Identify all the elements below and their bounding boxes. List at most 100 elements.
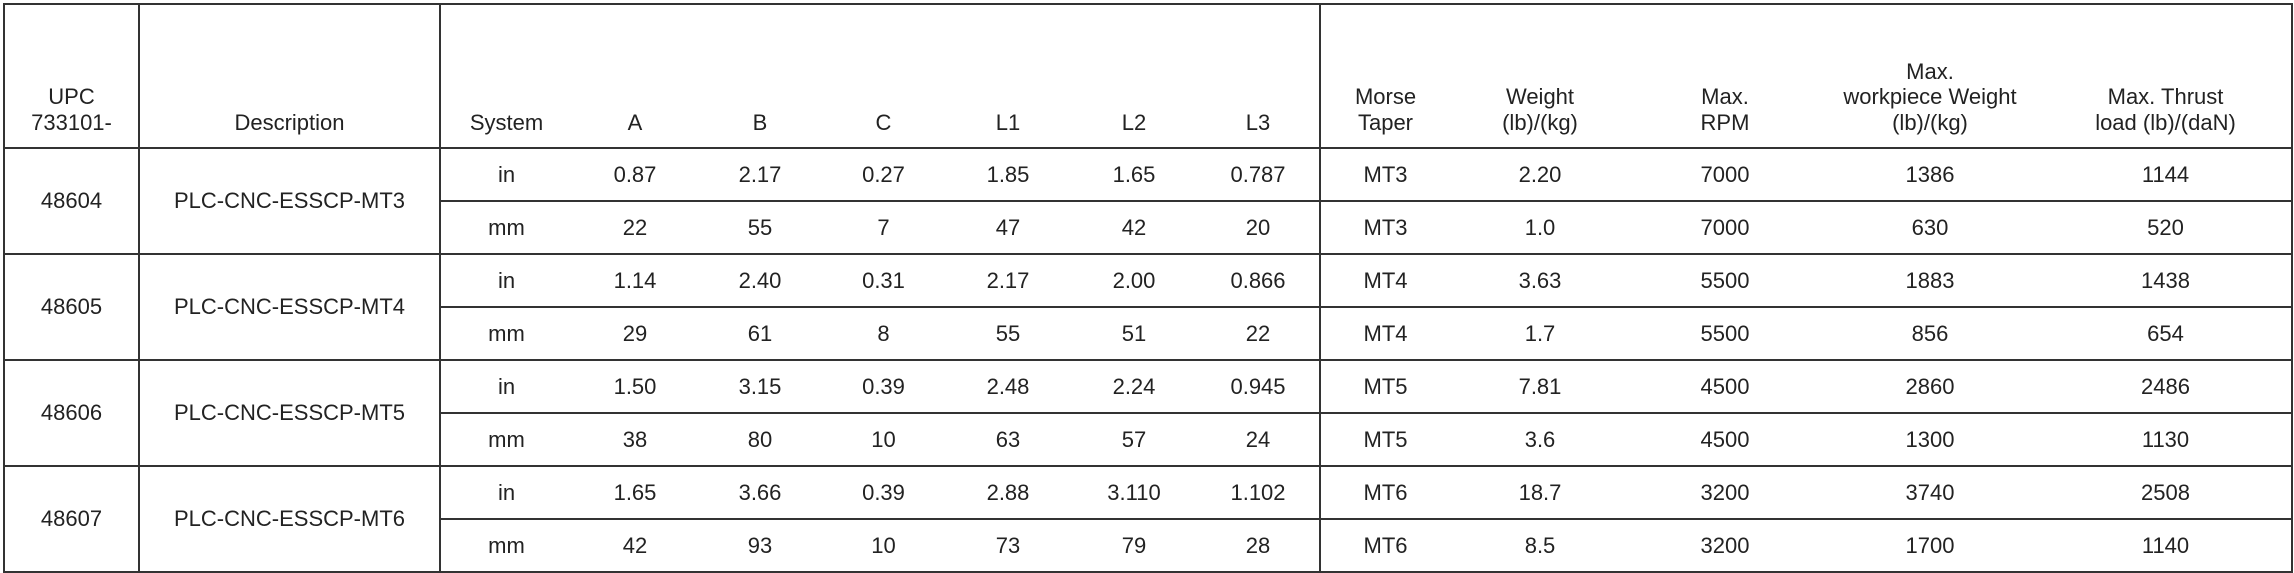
data-cell: 4500 bbox=[1630, 359, 1820, 413]
upc-cell: 48605 bbox=[4, 253, 139, 360]
data-cell: 10 bbox=[822, 412, 945, 466]
data-cell: MT4 bbox=[1319, 306, 1450, 360]
data-cell: 7.81 bbox=[1450, 359, 1630, 413]
data-cell: in bbox=[439, 253, 572, 307]
data-cell: 0.945 bbox=[1197, 359, 1320, 413]
data-cell: MT4 bbox=[1319, 253, 1450, 307]
data-cell: 2508 bbox=[2040, 465, 2292, 519]
data-cell: 5500 bbox=[1630, 253, 1820, 307]
data-cell: 3.66 bbox=[698, 465, 822, 519]
description-cell: PLC-CNC-ESSCP-MT6 bbox=[138, 465, 440, 572]
data-cell: 2.88 bbox=[945, 465, 1071, 519]
data-cell: 18.7 bbox=[1450, 465, 1630, 519]
data-cell: mm bbox=[439, 518, 572, 572]
data-cell: 1.65 bbox=[572, 465, 698, 519]
data-cell: in bbox=[439, 359, 572, 413]
data-cell: 51 bbox=[1071, 306, 1197, 360]
data-row: 48606 PLC-CNC-ESSCP-MT5 in 1.50 3.15 0.39 2.48… bbox=[4, 359, 2292, 466]
data-cell: 2.00 bbox=[1071, 253, 1197, 307]
data-cell: MT6 bbox=[1319, 518, 1450, 572]
data-cell: MT5 bbox=[1319, 412, 1450, 466]
data-cell: 856 bbox=[1820, 306, 2040, 360]
data-cell: 2.17 bbox=[698, 147, 822, 201]
data-cell: 1.102 bbox=[1197, 465, 1320, 519]
data-cell: 57 bbox=[1071, 412, 1197, 466]
data-cell: MT6 bbox=[1319, 465, 1450, 519]
header-cell: L2 bbox=[1071, 4, 1197, 149]
data-cell: 3.63 bbox=[1450, 253, 1630, 307]
data-row: 48607 PLC-CNC-ESSCP-MT6 in 1.65 3.66 0.39 2.88… bbox=[4, 465, 2292, 572]
spec-table: UPC 733101- Description System A B C L1 L2 L3 Mor… bbox=[3, 3, 2293, 573]
data-cell: 3740 bbox=[1820, 465, 2040, 519]
data-cell: 4500 bbox=[1630, 412, 1820, 466]
header-cell: Max. RPM bbox=[1630, 4, 1820, 149]
header-cell: Weight (lb)/(kg) bbox=[1450, 4, 1630, 149]
data-cell: in bbox=[439, 465, 572, 519]
data-cell: 20 bbox=[1197, 200, 1320, 254]
data-cell: 1883 bbox=[1820, 253, 2040, 307]
data-cell: 80 bbox=[698, 412, 822, 466]
data-cell: 654 bbox=[2040, 306, 2292, 360]
data-cell: 2.48 bbox=[945, 359, 1071, 413]
data-cell: 1300 bbox=[1820, 412, 2040, 466]
data-cell: 42 bbox=[572, 518, 698, 572]
data-cell: 3.15 bbox=[698, 359, 822, 413]
data-cell: 1700 bbox=[1820, 518, 2040, 572]
data-cell: 73 bbox=[945, 518, 1071, 572]
data-cell: 1.0 bbox=[1450, 200, 1630, 254]
data-row: mm 38 80 10 63 57 24 MT5 3.6 4500 1300 1130 bbox=[4, 412, 2292, 466]
data-cell: 7 bbox=[822, 200, 945, 254]
data-cell: 22 bbox=[1197, 306, 1320, 360]
table-body: 48604 PLC-CNC-ESSCP-MT3 in 0.87 2.17 0.27 1.85… bbox=[4, 147, 2292, 572]
upc-cell: 48607 bbox=[4, 465, 139, 572]
data-cell: 1.65 bbox=[1071, 147, 1197, 201]
data-cell: mm bbox=[439, 412, 572, 466]
data-cell: 0.866 bbox=[1197, 253, 1320, 307]
data-cell: 38 bbox=[572, 412, 698, 466]
header-cell: L3 bbox=[1197, 4, 1320, 149]
header-cell: A bbox=[572, 4, 698, 149]
page: UPC 733101- Description System A B C L1 L2 L3 Mor… bbox=[3, 3, 2293, 573]
data-cell: 61 bbox=[698, 306, 822, 360]
data-cell: 520 bbox=[2040, 200, 2292, 254]
data-cell: 0.787 bbox=[1197, 147, 1320, 201]
data-cell: 93 bbox=[698, 518, 822, 572]
data-cell: mm bbox=[439, 306, 572, 360]
header-cell: Max. Thrust load (lb)/(daN) bbox=[2040, 4, 2292, 149]
data-cell: 2.40 bbox=[698, 253, 822, 307]
header-cell: UPC 733101- bbox=[4, 4, 139, 149]
header-cell: B bbox=[698, 4, 822, 149]
data-cell: 1130 bbox=[2040, 412, 2292, 466]
data-cell: 1438 bbox=[2040, 253, 2292, 307]
header-cell: L1 bbox=[945, 4, 1071, 149]
data-cell: 1386 bbox=[1820, 147, 2040, 201]
data-row: 48604 PLC-CNC-ESSCP-MT3 in 0.87 2.17 0.27 1.85… bbox=[4, 147, 2292, 254]
description-cell: PLC-CNC-ESSCP-MT4 bbox=[138, 253, 440, 360]
data-cell: 2.24 bbox=[1071, 359, 1197, 413]
data-cell: mm bbox=[439, 200, 572, 254]
data-cell: 2.20 bbox=[1450, 147, 1630, 201]
data-cell: 2860 bbox=[1820, 359, 2040, 413]
data-cell: 3.6 bbox=[1450, 412, 1630, 466]
data-cell: 3200 bbox=[1630, 518, 1820, 572]
data-cell: 3200 bbox=[1630, 465, 1820, 519]
data-cell: 0.31 bbox=[822, 253, 945, 307]
data-cell: 24 bbox=[1197, 412, 1320, 466]
data-row: 48605 PLC-CNC-ESSCP-MT4 in 1.14 2.40 0.31 2.17… bbox=[4, 253, 2292, 360]
data-cell: 55 bbox=[945, 306, 1071, 360]
data-cell: MT3 bbox=[1319, 147, 1450, 201]
header-cell: System bbox=[439, 4, 572, 149]
data-cell: 42 bbox=[1071, 200, 1197, 254]
header-row: UPC 733101- Description System A B C L1 L2 L3 Mor… bbox=[4, 4, 2292, 149]
data-cell: 2486 bbox=[2040, 359, 2292, 413]
data-cell: 0.39 bbox=[822, 359, 945, 413]
data-cell: 2.17 bbox=[945, 253, 1071, 307]
data-cell: 7000 bbox=[1630, 200, 1820, 254]
description-cell: PLC-CNC-ESSCP-MT5 bbox=[138, 359, 440, 466]
data-row: mm 29 61 8 55 51 22 MT4 1.7 5500 856 654 bbox=[4, 306, 2292, 360]
data-cell: 1.85 bbox=[945, 147, 1071, 201]
data-cell: 7000 bbox=[1630, 147, 1820, 201]
data-cell: 1.14 bbox=[572, 253, 698, 307]
data-cell: 10 bbox=[822, 518, 945, 572]
data-cell: 5500 bbox=[1630, 306, 1820, 360]
